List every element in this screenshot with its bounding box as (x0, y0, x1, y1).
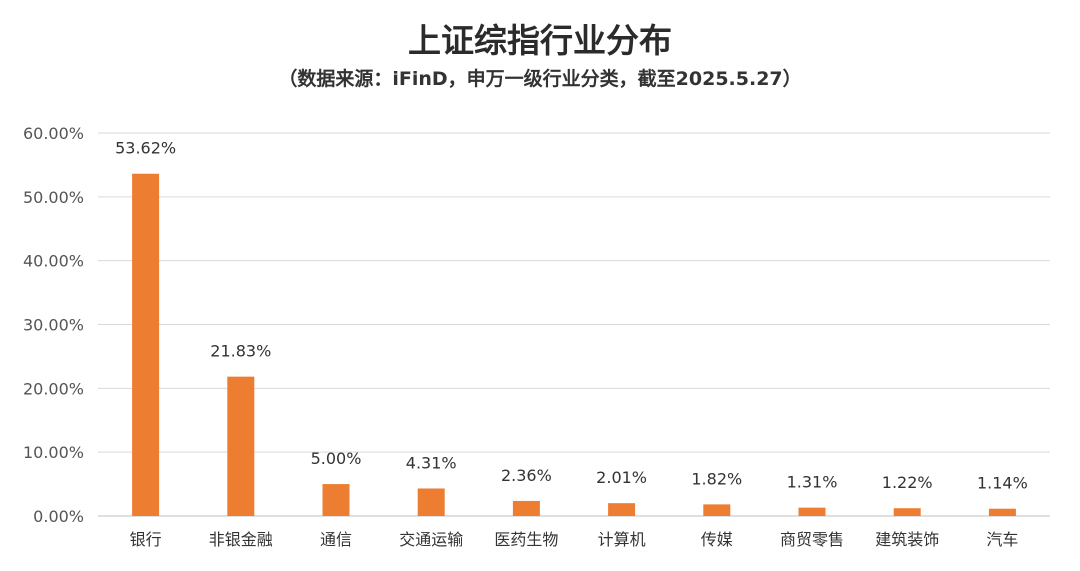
bar (322, 484, 350, 516)
data-label: 1.22% (882, 473, 933, 492)
chart-subtitle: （数据来源：iFinD，申万一级行业分类，截至2025.5.27） (278, 68, 802, 90)
data-label: 21.83% (210, 342, 271, 361)
chart-title: 上证综指行业分布 (408, 21, 672, 60)
category-label: 汽车 (986, 530, 1018, 549)
data-label: 5.00% (311, 449, 362, 468)
bar (417, 488, 445, 516)
bar (988, 508, 1016, 516)
data-label: 2.36% (501, 466, 552, 485)
data-label: 1.82% (691, 469, 742, 488)
category-label: 银行 (130, 530, 162, 549)
category-label: 计算机 (598, 530, 646, 549)
y-tick-label: 60.00% (23, 124, 84, 143)
y-tick-label: 10.00% (23, 443, 84, 462)
bar (798, 507, 826, 516)
bar (893, 508, 921, 516)
bar (512, 500, 540, 516)
category-label: 交通运输 (399, 530, 463, 549)
y-tick-label: 40.00% (23, 252, 84, 271)
data-label: 2.01% (596, 468, 647, 487)
category-label: 商贸零售 (780, 530, 844, 549)
y-tick-label: 20.00% (23, 379, 84, 398)
bar (608, 503, 636, 516)
category-label: 建筑装饰 (875, 530, 939, 549)
category-label: 非银金融 (209, 530, 273, 549)
category-label: 传媒 (701, 530, 733, 549)
data-label: 1.14% (977, 474, 1028, 493)
y-tick-label: 50.00% (23, 188, 84, 207)
bar (132, 173, 160, 517)
data-label: 1.31% (787, 473, 838, 492)
y-tick-label: 30.00% (23, 316, 84, 335)
data-label: 53.62% (115, 139, 176, 158)
category-label: 医药生物 (494, 530, 558, 549)
bar (227, 376, 255, 516)
y-tick-label: 0.00% (33, 507, 84, 526)
bar (703, 504, 731, 516)
data-label: 4.31% (406, 453, 457, 472)
category-label: 通信 (320, 530, 352, 549)
